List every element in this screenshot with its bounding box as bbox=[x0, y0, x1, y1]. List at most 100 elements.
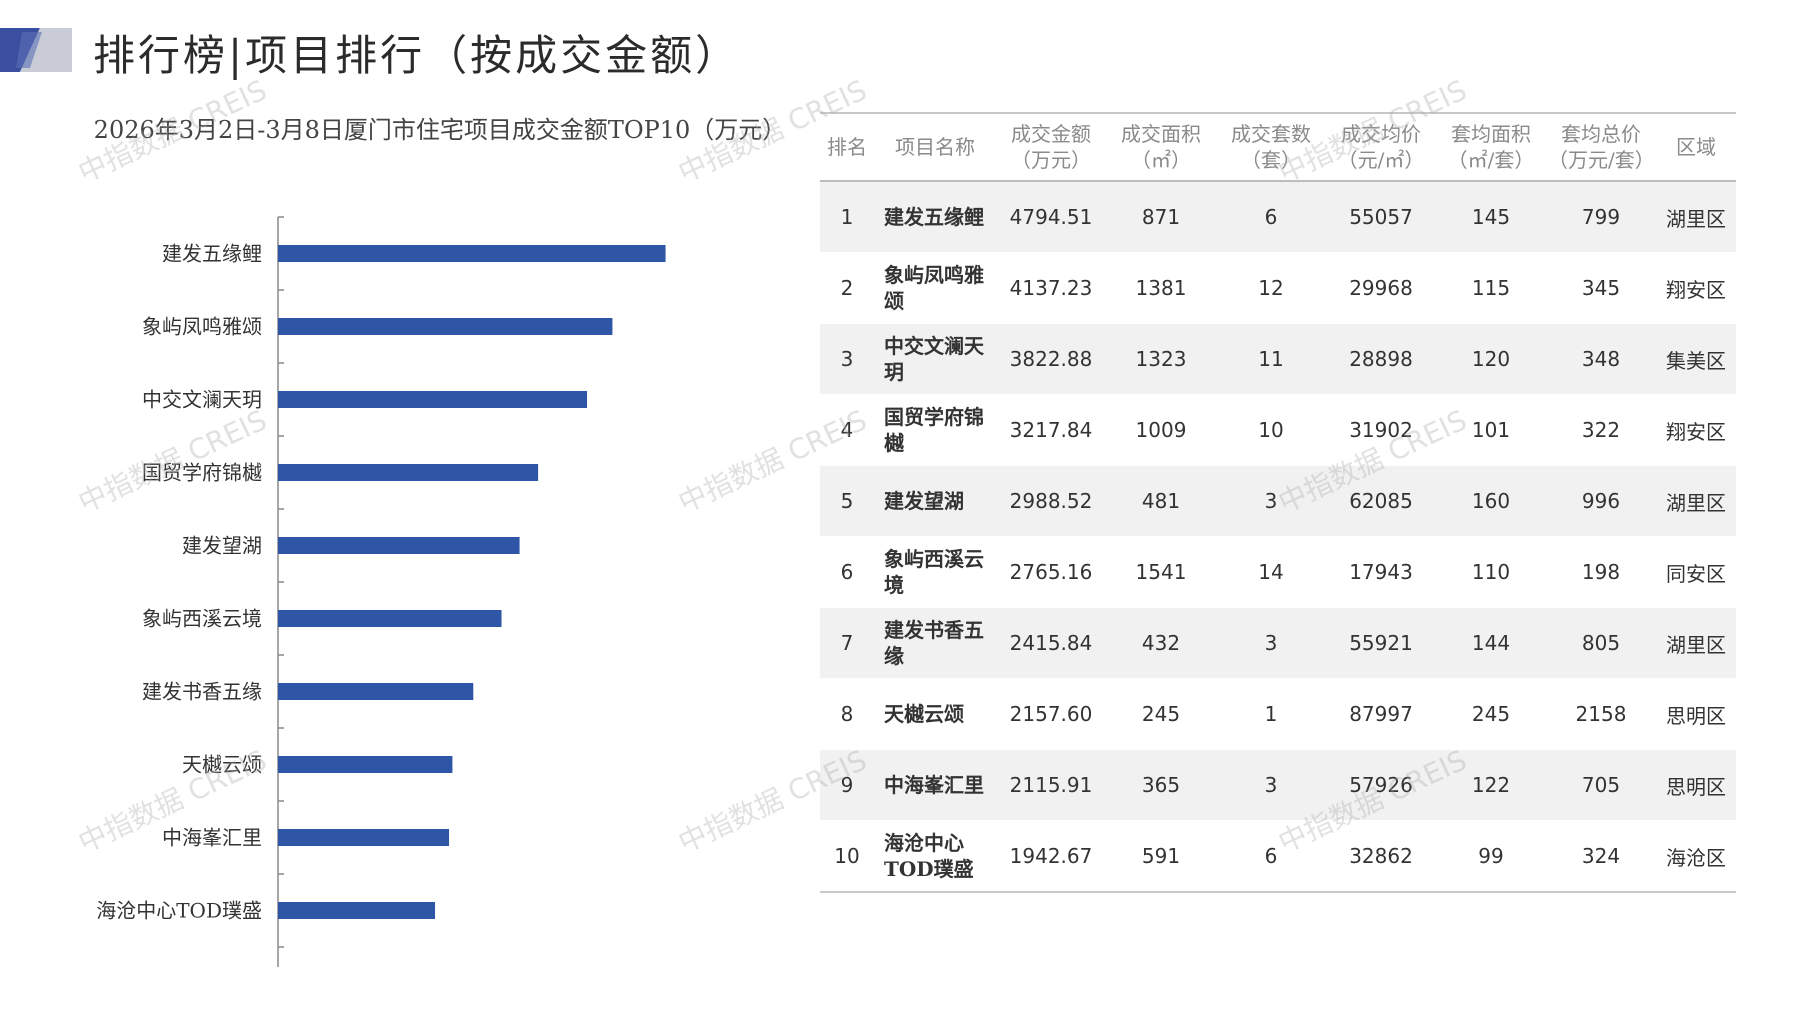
table-cell: 6 bbox=[840, 560, 854, 584]
category-label: 象屿凤鸣雅颂 bbox=[142, 315, 262, 339]
table-cell: 29968 bbox=[1349, 276, 1413, 300]
table-cell: 115 bbox=[1471, 276, 1511, 300]
table-cell: 120 bbox=[1471, 347, 1511, 371]
bar bbox=[278, 610, 502, 627]
corner-logo-shape bbox=[0, 28, 72, 72]
table-row: 8 天樾云颂 2157.60 245 1 87997 245 2158 思明区 bbox=[820, 679, 1736, 750]
table-cell: 6 bbox=[1264, 844, 1278, 868]
table-cell: 32862 bbox=[1349, 844, 1413, 868]
column-header: 项目名称 bbox=[895, 135, 975, 159]
table-cell: 1323 bbox=[1135, 347, 1187, 371]
table-cell: 591 bbox=[1141, 844, 1181, 868]
category-label: 海沧中心TOD璞盛 bbox=[96, 899, 262, 923]
table-cell: 10 bbox=[834, 844, 860, 868]
table-cell: 翔安区 bbox=[1666, 419, 1726, 444]
category-label: 建发望湖 bbox=[182, 534, 262, 558]
table-cell: 87997 bbox=[1349, 702, 1413, 726]
table-row: 2 象屿凤鸣雅颂 4137.23 1381 12 29968 115 345 翔安区 bbox=[820, 253, 1736, 324]
table-cell: 1541 bbox=[1135, 560, 1187, 584]
table-cell: 建发望湖 bbox=[884, 489, 964, 513]
table-row: 3 中交文澜天玥 3822.88 1323 11 28898 120 348 集美区 bbox=[820, 323, 1736, 395]
table-cell: 国贸学府锦樾 bbox=[884, 405, 984, 455]
column-header: 成交套数 （套） bbox=[1231, 122, 1311, 172]
table-cell: 144 bbox=[1471, 631, 1511, 655]
table-cell: 99 bbox=[1478, 844, 1504, 868]
table-cell: 2158 bbox=[1575, 702, 1627, 726]
table-cell: 14 bbox=[1258, 560, 1284, 584]
table-cell: 871 bbox=[1141, 205, 1181, 229]
table-cell: 2 bbox=[840, 276, 854, 300]
table-cell: 10 bbox=[1258, 418, 1284, 442]
category-label: 象屿西溪云境 bbox=[142, 607, 262, 631]
table-cell: 2157.60 bbox=[1009, 702, 1093, 726]
table-cell: 17943 bbox=[1349, 560, 1413, 584]
table-cell: 1942.67 bbox=[1009, 844, 1093, 868]
table-cell: 1009 bbox=[1135, 418, 1187, 442]
table-cell: 4794.51 bbox=[1009, 205, 1093, 229]
category-label: 中交文澜天玥 bbox=[142, 388, 262, 412]
page-title: 排行榜|项目排行（按成交金额） bbox=[93, 31, 741, 80]
bar bbox=[278, 756, 453, 773]
bar bbox=[278, 902, 436, 919]
table-row: 5 建发望湖 2988.52 481 3 62085 160 996 湖里区 bbox=[820, 465, 1736, 537]
table-header-row: 排名 项目名称 成交金额 （万元） 成交面积 （㎡） 成交套数 （套） 成交均价 （元/㎡） 套均面… bbox=[820, 113, 1736, 181]
table-row: 1 建发五缘鲤 4794.51 871 6 55057 145 799 湖里区 bbox=[820, 181, 1736, 253]
table-cell: 481 bbox=[1141, 489, 1181, 513]
category-label: 国贸学府锦樾 bbox=[142, 461, 262, 485]
table-cell: 122 bbox=[1471, 773, 1511, 797]
table-cell: 3 bbox=[1264, 631, 1278, 655]
table-cell: 集美区 bbox=[1666, 348, 1726, 373]
table-row: 7 建发书香五缘 2415.84 432 3 55921 144 805 湖里区 bbox=[820, 607, 1736, 679]
table-cell: 62085 bbox=[1349, 489, 1413, 513]
table-cell: 12 bbox=[1258, 276, 1284, 300]
table-row: 4 国贸学府锦樾 3217.84 1009 10 31902 101 322 翔安区 bbox=[820, 395, 1736, 466]
column-header: 套均总价 （万元/套） bbox=[1548, 122, 1655, 172]
table-body: 1 建发五缘鲤 4794.51 871 6 55057 145 799 湖里区 2 象屿凤鸣雅颂 41… bbox=[820, 181, 1736, 892]
table-cell: 建发五缘鲤 bbox=[884, 205, 984, 229]
table-cell: 建发书香五缘 bbox=[884, 618, 984, 668]
table-cell: 3217.84 bbox=[1009, 418, 1093, 442]
table-cell: 5 bbox=[840, 489, 854, 513]
table-cell: 湖里区 bbox=[1666, 632, 1726, 657]
column-header: 成交面积 （㎡） bbox=[1121, 122, 1201, 172]
table-cell: 705 bbox=[1581, 773, 1621, 797]
category-label: 中海峯汇里 bbox=[162, 826, 262, 850]
table-cell: 2988.52 bbox=[1009, 489, 1093, 513]
table-cell: 思明区 bbox=[1666, 703, 1726, 728]
table-cell: 245 bbox=[1141, 702, 1181, 726]
table-cell: 110 bbox=[1471, 560, 1511, 584]
table-cell: 55057 bbox=[1349, 205, 1413, 229]
chart-title: 2026年3月2日-3月8日厦门市住宅项目成交金额TOP10（万元） bbox=[93, 116, 787, 144]
table-cell: 9 bbox=[840, 773, 854, 797]
column-header: 排名 bbox=[827, 135, 867, 159]
table-cell: 101 bbox=[1471, 418, 1511, 442]
bar-chart: 建发五缘鲤象屿凤鸣雅颂中交文澜天玥国贸学府锦樾建发望湖象屿西溪云境建发书香五缘天… bbox=[96, 216, 666, 967]
table-cell: 中交文澜天玥 bbox=[884, 334, 984, 384]
table-cell: 8 bbox=[840, 702, 854, 726]
table-cell: 3822.88 bbox=[1009, 347, 1093, 371]
bar bbox=[278, 537, 520, 554]
ranking-table: 排名 项目名称 成交金额 （万元） 成交面积 （㎡） 成交套数 （套） 成交均价 （元/㎡） 套均面… bbox=[820, 112, 1736, 893]
table-cell: 322 bbox=[1581, 418, 1621, 442]
table-cell: 中海峯汇里 bbox=[884, 773, 984, 797]
table-cell: 31902 bbox=[1349, 418, 1413, 442]
table-cell: 245 bbox=[1471, 702, 1511, 726]
bar bbox=[278, 683, 474, 700]
column-header: 成交均价 （元/㎡） bbox=[1337, 122, 1425, 172]
bar bbox=[278, 829, 450, 846]
table-cell: 324 bbox=[1581, 844, 1621, 868]
table-cell: 348 bbox=[1581, 347, 1621, 371]
table-cell: 28898 bbox=[1349, 347, 1413, 371]
table-cell: 55921 bbox=[1349, 631, 1413, 655]
table-cell: 2115.91 bbox=[1009, 773, 1093, 797]
table-row: 10 海沧中心TOD璞盛 1942.67 591 6 32862 99 324 海沧区 bbox=[820, 821, 1736, 892]
table-cell: 思明区 bbox=[1666, 774, 1726, 799]
table-row: 9 中海峯汇里 2115.91 365 3 57926 122 705 思明区 bbox=[820, 749, 1736, 821]
table-cell: 象屿凤鸣雅颂 bbox=[884, 263, 984, 313]
table-row: 6 象屿西溪云境 2765.16 1541 14 17943 110 198 同安区 bbox=[820, 537, 1736, 608]
table-cell: 198 bbox=[1581, 560, 1621, 584]
table-cell: 湖里区 bbox=[1666, 206, 1726, 231]
table-cell: 345 bbox=[1581, 276, 1621, 300]
bar bbox=[278, 245, 666, 262]
table-cell: 805 bbox=[1581, 631, 1621, 655]
